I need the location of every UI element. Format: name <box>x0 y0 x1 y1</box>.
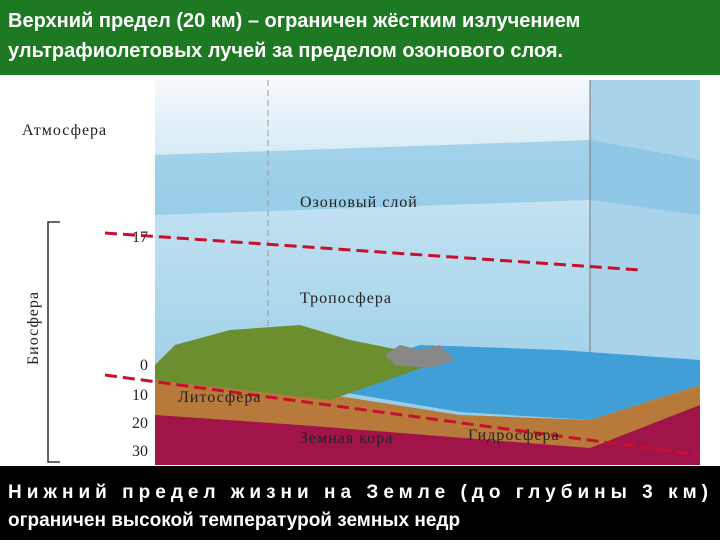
scale-label: 17 <box>132 229 148 246</box>
header-bg <box>0 0 720 75</box>
label: Атмосфера <box>22 122 107 139</box>
ozone-layer <box>155 140 700 215</box>
biosphere-bracket <box>47 221 60 463</box>
label: Гидросфера <box>468 427 560 444</box>
label: Озоновый слой <box>300 194 418 211</box>
footer-text: ограничен высокой температурой земных не… <box>8 510 460 531</box>
scale-label: 20 <box>132 415 148 432</box>
footer-text: Нижний предел жизни на Земле (до глубины… <box>8 482 708 503</box>
header-text: ультрафиолетовых лучей за пределом озоно… <box>8 40 563 62</box>
label: Тропосфера <box>300 290 392 307</box>
cloud <box>385 345 455 368</box>
label: Биосфера <box>25 291 42 365</box>
scale-label: 30 <box>132 443 148 460</box>
footer-bg <box>0 466 720 540</box>
label: Земная кора <box>300 430 393 447</box>
header-text: Верхний предел (20 км) – ограничен жёстк… <box>8 10 580 32</box>
land <box>155 325 430 400</box>
label: Литосфера <box>178 389 261 406</box>
scale-label: 10 <box>132 387 148 404</box>
lower-limit <box>104 373 701 457</box>
scale-label: 0 <box>140 357 148 374</box>
diagram: Атмосфера Озоновый слой Тропосфера Литос… <box>22 80 701 465</box>
